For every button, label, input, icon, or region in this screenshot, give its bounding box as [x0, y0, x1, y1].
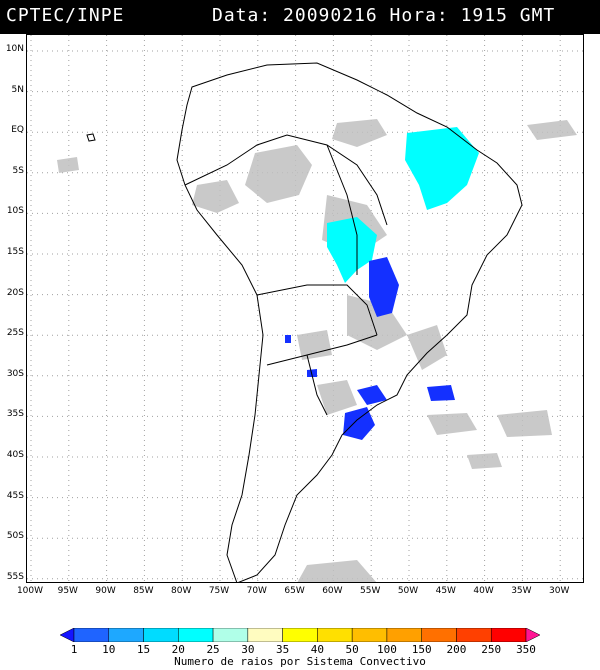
lon-label: 35W [511, 586, 532, 596]
colorbar-box [178, 628, 214, 642]
colorbar-box [73, 628, 110, 642]
lat-label: 50S [6, 531, 24, 542]
colorbar-label: 50 [345, 643, 359, 656]
colorbar-box [317, 628, 353, 642]
blue-cell-layer [285, 257, 455, 440]
lon-label: 80W [171, 586, 192, 596]
lon-label: 85W [133, 586, 154, 596]
lat-label: 35S [6, 409, 24, 420]
lat-label: 20S [6, 287, 24, 298]
lon-label: 55W [360, 586, 381, 596]
lat-label: 25S [6, 328, 24, 339]
colorbar-label: 25 [206, 643, 220, 656]
lat-label: 55S [6, 571, 24, 582]
colorbar-box [212, 628, 249, 642]
lat-label: 15S [6, 247, 24, 257]
lon-label: 75W [208, 586, 230, 596]
cloud-layer [57, 119, 577, 582]
colorbar-label: 150 [411, 643, 432, 656]
map-frame [26, 34, 584, 583]
colorbar-box [351, 628, 388, 642]
colorbar-label: 350 [516, 643, 536, 656]
colorbar-label: 20 [171, 643, 185, 656]
lat-label: 5S [12, 165, 24, 176]
lon-label: 95W [57, 586, 78, 596]
colorbar-box [421, 628, 457, 642]
colorbar-label: 15 [136, 643, 151, 656]
lat-label: 10N [5, 44, 24, 54]
lat-label: 10S [6, 206, 24, 217]
colorbar-box [456, 628, 492, 642]
colorbar-label: 1 [70, 643, 78, 656]
lon-label: 70W [246, 586, 267, 596]
lon-label: 90W [95, 586, 116, 596]
colorbar-label: 40 [310, 643, 324, 656]
cyan-cell-layer [327, 127, 479, 283]
lat-label: 5N [11, 84, 24, 95]
lon-label: 65W [284, 586, 305, 596]
colorbar-label: 250 [481, 643, 502, 656]
colorbar [60, 628, 540, 642]
land-outline [86, 62, 523, 582]
lat-label: 30S [6, 368, 24, 379]
colorbar-label: 10 [102, 643, 116, 656]
colorbar-box [108, 628, 144, 642]
lat-label: 40S [6, 450, 24, 460]
map-grid [27, 35, 583, 582]
lat-label: 45S [6, 490, 24, 501]
colorbar-box [247, 628, 283, 642]
colorbar-label: 30 [241, 643, 255, 656]
lon-label: 50W [397, 586, 419, 596]
source-label: CPTEC/INPE [6, 5, 125, 26]
lon-label: 60W [322, 586, 343, 596]
lon-label: 30W [549, 586, 570, 596]
lon-label: 40W [473, 586, 494, 596]
header-bar: CPTEC/INPE Data: 20090216 Hora: 1915 GMT [0, 0, 600, 34]
colorbar-box [386, 628, 422, 642]
lat-label: EQ [11, 125, 24, 136]
map-canvas [27, 35, 583, 582]
lon-label: 45W [435, 586, 456, 596]
colorbar-boxes [60, 628, 540, 642]
datetime-label: Data: 20090216 Hora: 1915 GMT [212, 5, 556, 26]
colorbar-title: Numero de raios por Sistema Convectivo [174, 655, 426, 668]
colorbar-arrow-right [525, 628, 540, 642]
colorbar-box [282, 628, 318, 642]
colorbar-label: 35 [275, 643, 290, 656]
colorbar-box [490, 628, 527, 642]
colorbar-arrow-left [60, 628, 75, 642]
lon-label: 100W [16, 586, 44, 596]
colorbar-label: 100 [376, 643, 397, 656]
colorbar-label: 200 [446, 643, 467, 656]
colorbar-box [143, 628, 179, 642]
